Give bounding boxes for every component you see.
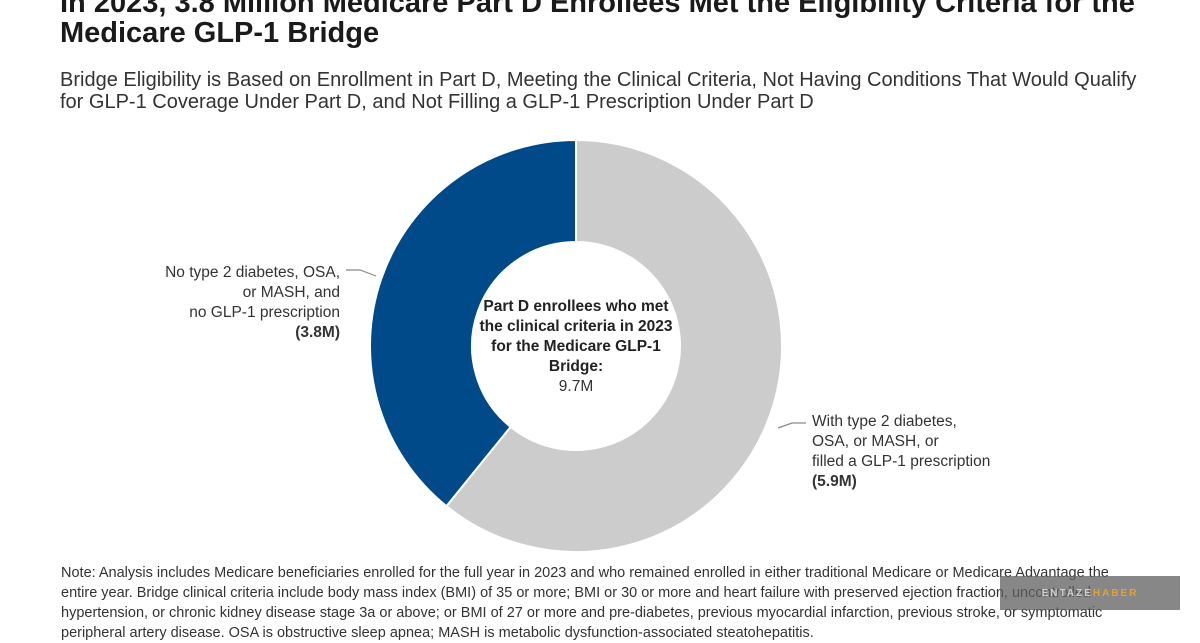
chart-note: Note: Analysis includes Medicare benefic… xyxy=(61,565,1109,641)
watermark-logo: ENTAZE HABER xyxy=(1000,576,1180,610)
slice-label-no-conditions: No type 2 diabetes, OSA, or MASH, and no… xyxy=(150,263,340,343)
slice-value-with-conditions: (5.9M) xyxy=(812,473,857,490)
donut-chart xyxy=(346,138,806,553)
chart-subtitle: Bridge Eligibility is Based on Enrollmen… xyxy=(60,69,1137,113)
slice-value-no-conditions: (3.8M) xyxy=(295,324,340,341)
slice-with-conditions xyxy=(445,138,783,553)
slice-label-no-conditions-text: No type 2 diabetes, OSA, or MASH, and no… xyxy=(165,264,340,321)
slice-label-with-conditions: With type 2 diabetes, OSA, or MASH, or f… xyxy=(812,412,1032,492)
slice-no-conditions xyxy=(369,138,577,508)
chart-title: In 2023, 3.8 Million Medicare Part D Enr… xyxy=(60,0,1135,49)
leader-line-no-conditions xyxy=(346,269,377,277)
watermark-text-part1: ENTAZE xyxy=(1041,587,1093,599)
leader-line-with-conditions xyxy=(777,422,806,429)
donut-center-title: Part D enrollees who met the clinical cr… xyxy=(479,298,673,375)
donut-center-value: 9.7M xyxy=(558,378,594,395)
donut-center-label: Part D enrollees who met the clinical cr… xyxy=(476,297,676,397)
slice-label-with-conditions-text: With type 2 diabetes, OSA, or MASH, or f… xyxy=(812,413,991,470)
watermark-text-part2: HABER xyxy=(1092,587,1139,599)
